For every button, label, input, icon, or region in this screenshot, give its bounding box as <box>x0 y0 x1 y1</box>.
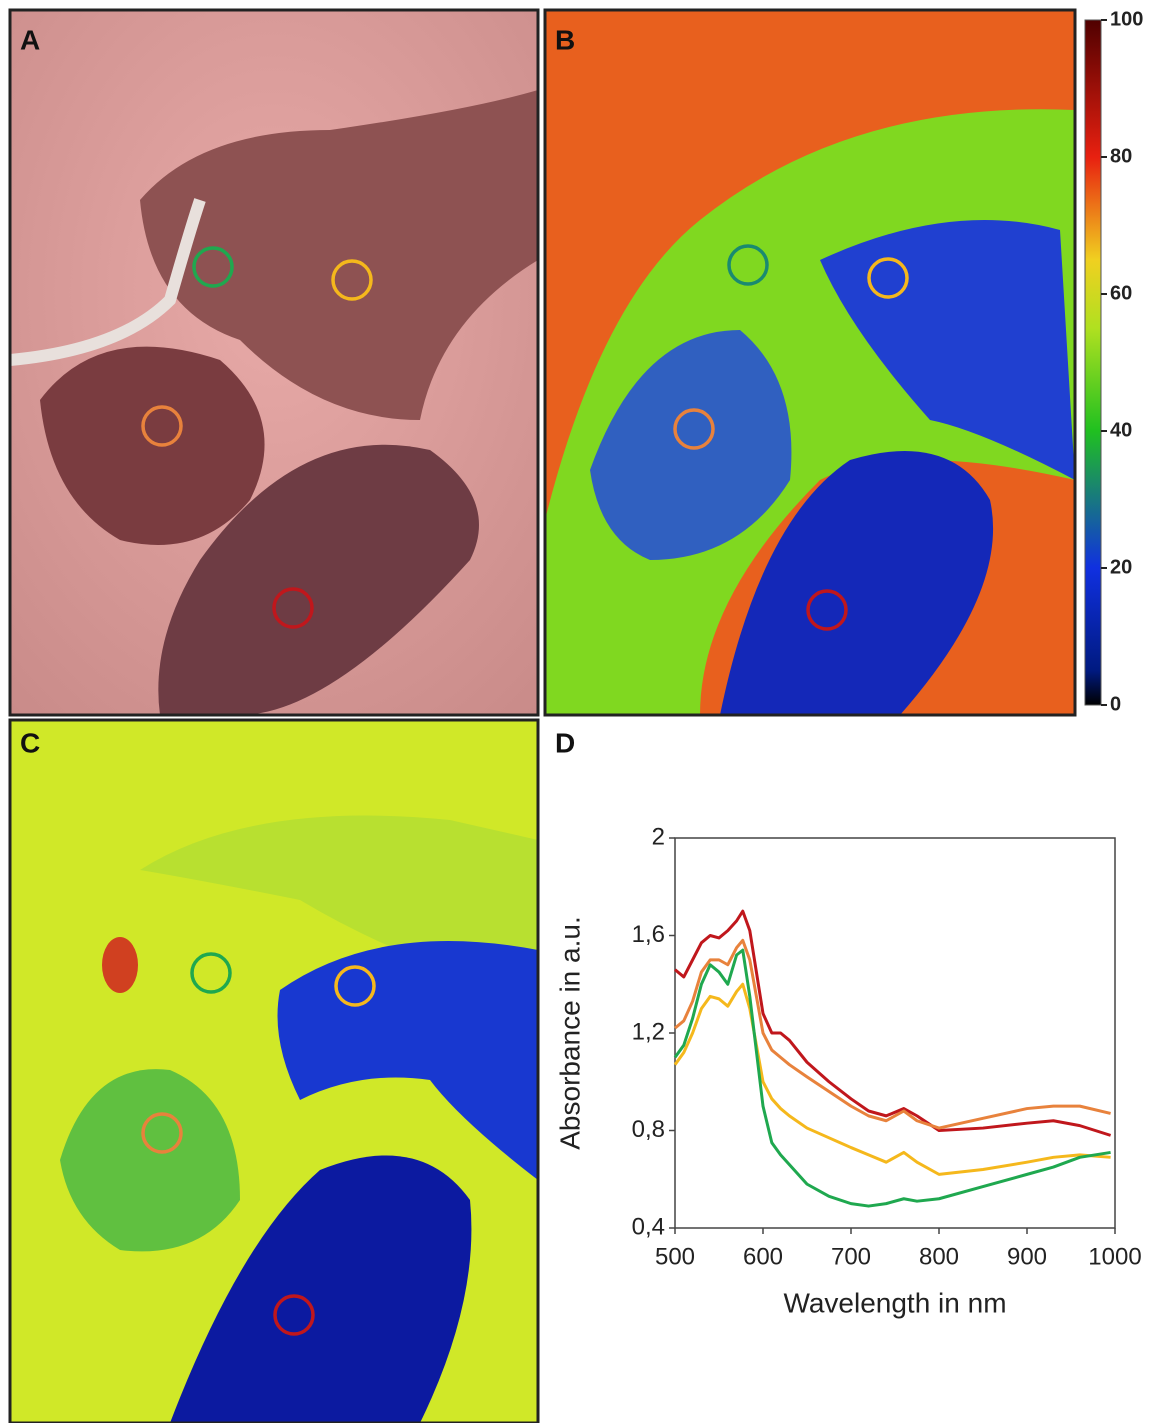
data-line <box>673 948 1111 1208</box>
y-axis-title: Absorbance in a.u. <box>554 916 585 1150</box>
y-tick-label: 1,6 <box>632 921 665 948</box>
colorbar-ticks: 0 20 40 60 80 100 <box>1101 8 1143 715</box>
x-tick-label: 500 <box>655 1243 695 1270</box>
panel-label: D <box>555 727 575 758</box>
y-tick-label: 0,4 <box>632 1213 665 1240</box>
photo-panel <box>10 10 538 715</box>
x-tick-label: 800 <box>919 1243 959 1270</box>
data-line <box>674 909 1112 1137</box>
y-tick-label: 0,8 <box>632 1116 665 1143</box>
map-panel <box>10 720 538 1423</box>
colorbar-tick-label: 100 <box>1110 8 1143 30</box>
x-axis-title: Wavelength in nm <box>783 1287 1006 1318</box>
colorbar-tick-label: 20 <box>1110 556 1132 578</box>
panel-label: B <box>555 24 575 55</box>
colorbar-tick-label: 40 <box>1110 419 1132 441</box>
colorbar-tick-label: 80 <box>1110 145 1132 167</box>
colorbar <box>1084 19 1102 706</box>
x-tick-label: 900 <box>1007 1243 1047 1270</box>
y-tick-label: 1,2 <box>632 1018 665 1045</box>
map-panel <box>545 10 1075 715</box>
x-tick-label: 700 <box>831 1243 871 1270</box>
colorbar-tick-label: 60 <box>1110 282 1132 304</box>
y-tick-label: 2 <box>652 823 665 850</box>
colorbar-tick-label: 0 <box>1110 693 1121 715</box>
x-tick-label: 600 <box>743 1243 783 1270</box>
panel-label: A <box>20 24 40 55</box>
x-tick-label: 1000 <box>1088 1243 1141 1270</box>
data-line <box>673 982 1111 1176</box>
data-line <box>674 938 1111 1130</box>
panel-label: C <box>20 727 40 758</box>
